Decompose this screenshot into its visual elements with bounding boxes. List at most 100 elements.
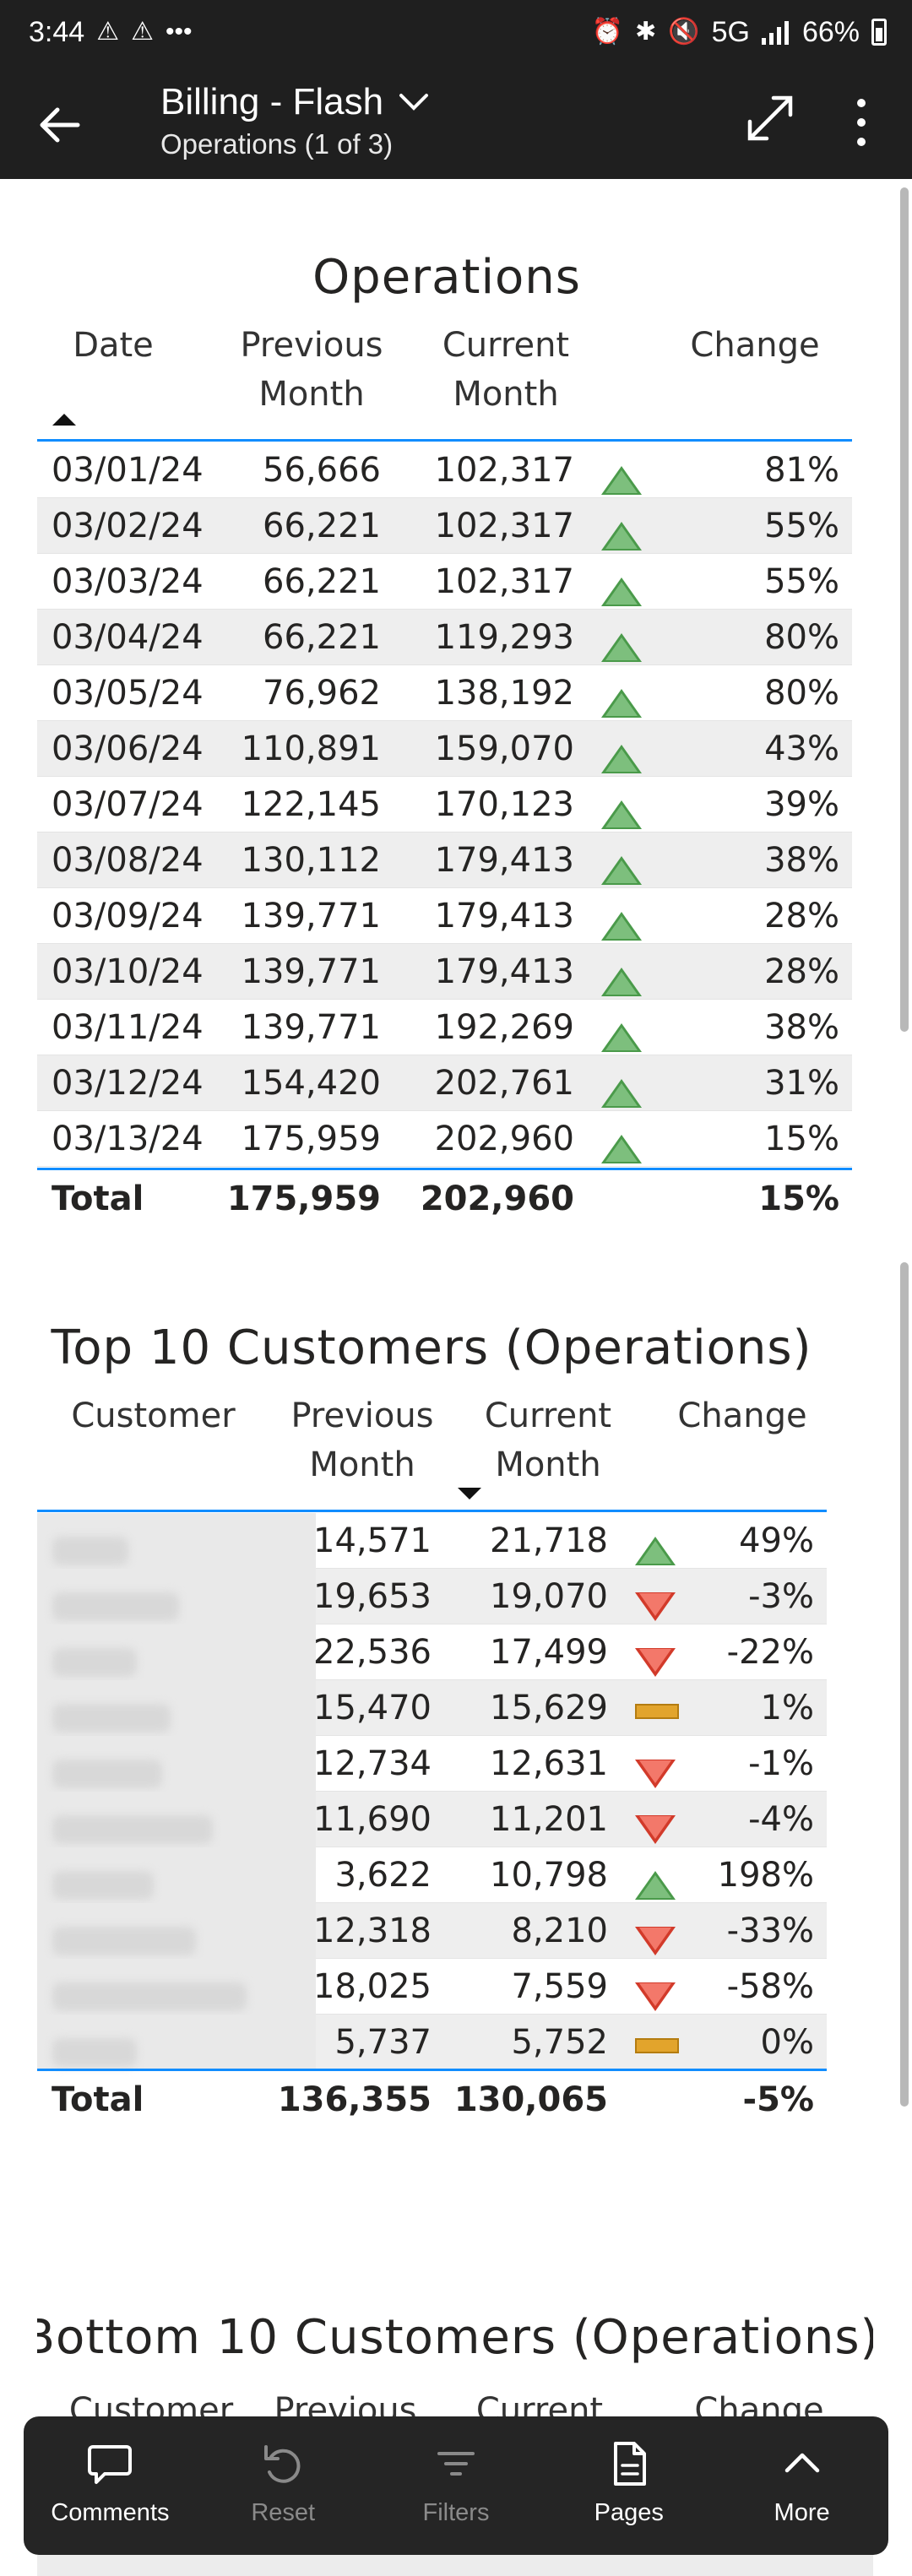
change-indicator — [635, 1792, 686, 1847]
total-previous: 175,959 — [226, 1180, 381, 1218]
arrow-down-icon — [635, 1648, 676, 1677]
table-row[interactable]: 03/01/24 56,666 102,317 81% — [37, 442, 852, 498]
undo-icon — [264, 2445, 301, 2483]
table-row[interactable]: 03/09/24 139,771 179,413 28% — [37, 888, 852, 944]
table-row[interactable]: 03/11/24 139,771 192,269 38% — [37, 1000, 852, 1055]
table-row[interactable]: 03/03/24 66,221 102,317 55% — [37, 554, 852, 610]
change-cell: -22% — [726, 1633, 814, 1672]
arrow-up-icon — [601, 745, 642, 773]
table-row[interactable]: 11,690 11,201 -4% — [37, 1792, 827, 1847]
column-header-current-month[interactable]: Current Month — [484, 1396, 612, 1484]
current-month-cell: 138,192 — [434, 674, 574, 713]
document-icon — [613, 2442, 646, 2486]
more-button[interactable]: More — [715, 2416, 888, 2555]
table-row[interactable]: 03/04/24 66,221 119,293 80% — [37, 610, 852, 665]
current-month-cell: 159,070 — [434, 729, 574, 768]
clock: 3:44 — [29, 15, 85, 48]
arrow-up-icon — [635, 1537, 676, 1565]
previous-month-cell: 130,112 — [241, 841, 381, 880]
table-row[interactable]: 03/06/24 110,891 159,070 43% — [37, 721, 852, 777]
redacted-customer-name — [52, 1927, 196, 1955]
current-month-cell: 179,413 — [434, 897, 574, 935]
previous-month-cell: 66,221 — [263, 618, 381, 657]
arrow-up-icon — [601, 912, 642, 941]
table-row[interactable]: 03/02/24 66,221 102,317 55% — [37, 498, 852, 554]
previous-month-cell: 139,771 — [241, 1008, 381, 1047]
filters-button[interactable]: Filters — [370, 2416, 543, 2555]
change-indicator — [601, 554, 652, 610]
report-title-selector[interactable]: Billing - Flash Operations (1 of 3) — [160, 78, 429, 162]
date-cell: 03/07/24 — [52, 785, 204, 824]
more-label: More — [774, 2499, 830, 2526]
column-header-change[interactable]: Change — [690, 326, 820, 365]
previous-month-cell: 66,221 — [263, 562, 381, 601]
arrow-down-icon — [635, 1760, 676, 1788]
signal-icon — [761, 21, 789, 45]
customer-cell — [37, 1736, 316, 1792]
column-header-current-month[interactable]: Current Month — [442, 326, 570, 414]
table-row[interactable]: 3,622 10,798 198% — [37, 1847, 827, 1903]
no-change-icon — [635, 1704, 679, 1719]
change-cell: 198% — [717, 1856, 814, 1895]
column-header-change[interactable]: Change — [677, 1396, 807, 1435]
reset-button[interactable]: Reset — [197, 2416, 370, 2555]
table-row[interactable]: 14,571 21,718 49% — [37, 1513, 827, 1569]
redacted-customer-name — [52, 1537, 128, 1565]
arrow-down-icon — [635, 1927, 676, 1955]
table-row[interactable]: 03/07/24 122,145 170,123 39% — [37, 777, 852, 832]
date-cell: 03/11/24 — [52, 1008, 204, 1047]
status-bar: 3:44 ⚠ ⚠ ••• ⏰ ✱ 🔇 5G 66% — [0, 0, 912, 68]
column-header-date[interactable]: Date — [73, 326, 154, 365]
arrow-up-icon — [635, 1871, 676, 1900]
comments-button[interactable]: Comments — [24, 2416, 197, 2555]
sort-descending-icon — [458, 1488, 481, 1500]
change-indicator — [635, 1847, 686, 1903]
back-arrow-icon[interactable] — [34, 100, 84, 150]
column-header-customer[interactable]: Customer — [71, 1396, 236, 1435]
date-cell: 03/03/24 — [52, 562, 204, 601]
visual-scrollbar[interactable] — [900, 1262, 909, 2107]
date-cell: 03/02/24 — [52, 507, 204, 545]
page-scrollbar[interactable] — [900, 187, 909, 1032]
battery-percent: 66% — [801, 15, 860, 48]
arrow-up-icon — [601, 689, 642, 718]
pages-label: Pages — [594, 2499, 664, 2526]
change-indicator — [601, 721, 652, 777]
top-customers-table: Top 10 Customers (Operations) Customer P… — [37, 1307, 856, 2134]
table-row[interactable]: 22,536 17,499 -22% — [37, 1624, 827, 1680]
column-header-previous-month[interactable]: Previous Month — [290, 1396, 434, 1484]
change-cell: 28% — [764, 897, 839, 935]
change-indicator — [635, 1959, 686, 2015]
current-month-cell: 202,761 — [434, 1064, 574, 1103]
table-row[interactable]: 03/13/24 175,959 202,960 15% — [37, 1111, 852, 1167]
current-month-cell: 12,631 — [490, 1744, 608, 1783]
comment-icon — [88, 2445, 133, 2484]
table-row[interactable]: 19,653 19,070 -3% — [37, 1569, 827, 1624]
change-indicator — [635, 1624, 686, 1680]
more-notifications-icon: ••• — [166, 18, 193, 46]
previous-month-cell: 56,666 — [263, 451, 381, 490]
table-row[interactable]: 03/12/24 154,420 202,761 31% — [37, 1055, 852, 1111]
arrow-up-icon — [601, 522, 642, 550]
date-cell: 03/12/24 — [52, 1064, 204, 1103]
total-row: Total 136,355 130,065 -5% — [37, 2071, 827, 2129]
table-row[interactable]: 5,737 5,752 0% — [37, 2015, 827, 2070]
pages-button[interactable]: Pages — [542, 2416, 715, 2555]
current-month-cell: 15,629 — [490, 1689, 608, 1727]
table-row[interactable]: 15,470 15,629 1% — [37, 1680, 827, 1736]
previous-month-cell: 19,653 — [313, 1577, 432, 1616]
table-row[interactable]: 18,025 7,559 -58% — [37, 1959, 827, 2015]
filter-icon — [437, 2452, 475, 2476]
column-header-previous-month[interactable]: Previous Month — [240, 326, 383, 414]
redacted-customer-name — [52, 1982, 247, 2011]
table-row[interactable]: 03/10/24 139,771 179,413 28% — [37, 944, 852, 1000]
table-row[interactable]: 12,734 12,631 -1% — [37, 1736, 827, 1792]
change-indicator — [601, 888, 652, 944]
expand-icon[interactable] — [745, 93, 795, 144]
table-row[interactable]: 12,318 8,210 -33% — [37, 1903, 827, 1959]
table-row[interactable]: 03/08/24 130,112 179,413 38% — [37, 832, 852, 888]
table-row — [37, 2555, 873, 2576]
table-row[interactable]: 03/05/24 76,962 138,192 80% — [37, 665, 852, 721]
previous-month-cell: 12,318 — [313, 1912, 432, 1950]
more-options-icon[interactable] — [844, 93, 878, 152]
